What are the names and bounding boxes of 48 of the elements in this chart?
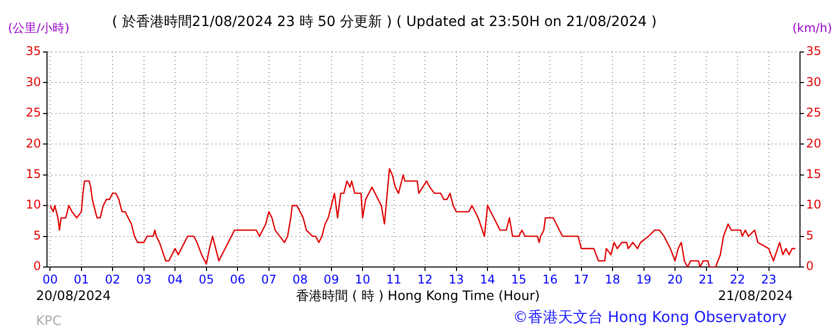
x-tick-label: 14 [480, 272, 496, 286]
x-axis-title: 香港時間 ( 時 ) Hong Kong Time (Hour) [296, 289, 540, 305]
y-tick-label: 5 [33, 228, 41, 242]
text: KPC [36, 314, 62, 330]
y2-tick-label: 20 [806, 136, 822, 150]
y-axis-title: (公里/小時) [8, 20, 70, 36]
x-tick-label: 07 [261, 272, 276, 286]
x-tick-label: 04 [167, 272, 183, 286]
x-tick-label: 23 [761, 272, 776, 286]
y-tick-label: 20 [26, 136, 41, 150]
x-tick-label: 00 [42, 272, 58, 286]
y2-tick-label: 30 [806, 74, 822, 89]
y-tick-label: 30 [26, 74, 41, 89]
x-tick-label: 06 [230, 272, 246, 286]
y2-tick-label: 5 [806, 228, 814, 242]
y-tick-label: 10 [26, 198, 41, 212]
x-tick-label: 01 [74, 272, 90, 286]
x-tick-label: 05 [198, 272, 214, 286]
x-tick-label: 15 [511, 272, 526, 286]
y-tick-label: 0 [33, 259, 41, 274]
x-tick-label: 19 [636, 272, 652, 286]
x-tick-label: 11 [386, 272, 402, 286]
x-tick-label: 10 [354, 272, 370, 286]
x-tick-label: 09 [324, 272, 339, 286]
x-tick-label: 02 [104, 272, 120, 286]
y-tick-label: 35 [26, 44, 41, 58]
x-tick-label: 20 [667, 272, 683, 286]
y2-tick-label: 35 [806, 44, 822, 58]
y2-tick-label: 10 [806, 198, 822, 212]
x-tick-label: 21 [698, 272, 714, 286]
x-tick-label: 03 [136, 272, 152, 286]
chart-title: ( 於香港時間21/08/2024 23 時 50 分更新 ) ( Updated at 23:50H on 21/08/2024 ) [112, 14, 657, 30]
x-tick-label: 12 [417, 272, 433, 286]
y-tick-label: 25 [26, 106, 41, 120]
x-tick-label: 13 [448, 272, 464, 286]
y-tick-label: 15 [26, 166, 41, 181]
text: 21/08/2024 [718, 289, 793, 305]
y2-tick-label: 0 [806, 259, 814, 274]
x-tick-label: 17 [574, 272, 589, 286]
x-tick-label: 16 [542, 272, 558, 286]
y2-tick-label: 25 [806, 106, 822, 120]
text: 20/08/2024 [36, 289, 111, 305]
x-tick-label: 18 [604, 272, 620, 286]
y2-tick-label: 15 [806, 166, 822, 181]
text: ©香港天文台 Hong Kong Observatory [513, 308, 787, 326]
x-tick-label: 08 [292, 272, 308, 286]
x-tick-label: 22 [730, 272, 746, 286]
y2-axis-title: (km/h) [792, 20, 832, 36]
